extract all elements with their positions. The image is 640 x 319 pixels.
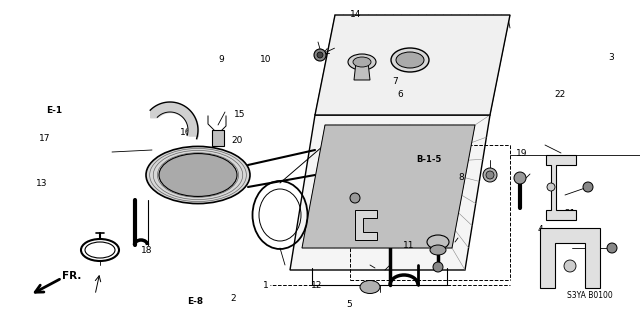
Circle shape [514, 172, 526, 184]
Text: 14: 14 [349, 10, 361, 19]
Polygon shape [546, 155, 576, 220]
Text: 4: 4 [538, 225, 543, 234]
Ellipse shape [348, 54, 376, 70]
Ellipse shape [146, 146, 250, 204]
Circle shape [350, 193, 360, 203]
Text: 2: 2 [231, 294, 236, 303]
Text: 1: 1 [263, 281, 268, 290]
Text: 5: 5 [346, 300, 351, 309]
Polygon shape [302, 125, 475, 248]
Circle shape [607, 243, 617, 253]
Text: FR.: FR. [62, 271, 82, 281]
Ellipse shape [427, 235, 449, 249]
Text: 15: 15 [234, 110, 246, 119]
Ellipse shape [391, 48, 429, 72]
Text: E-1: E-1 [46, 106, 63, 115]
Polygon shape [315, 15, 510, 115]
Circle shape [486, 171, 494, 179]
Text: S3YA B0100: S3YA B0100 [567, 291, 613, 300]
Ellipse shape [353, 57, 371, 67]
Text: 6: 6 [397, 90, 403, 99]
Text: 8: 8 [458, 173, 463, 182]
Polygon shape [355, 210, 377, 240]
Text: 11: 11 [403, 241, 414, 250]
Circle shape [433, 262, 443, 272]
Text: 22: 22 [554, 90, 566, 99]
Text: 19: 19 [516, 149, 527, 158]
Text: 20: 20 [231, 136, 243, 145]
Polygon shape [354, 62, 370, 80]
Text: 18: 18 [141, 246, 153, 255]
Ellipse shape [430, 245, 446, 255]
Text: 3: 3 [609, 53, 614, 62]
Text: 7: 7 [393, 77, 398, 86]
Ellipse shape [159, 153, 237, 197]
Polygon shape [212, 130, 224, 146]
Text: 9: 9 [218, 55, 223, 63]
Text: 10: 10 [260, 55, 271, 63]
Text: E-8: E-8 [187, 297, 204, 306]
Circle shape [583, 182, 593, 192]
Text: 17: 17 [39, 134, 51, 143]
Text: 16: 16 [180, 128, 191, 137]
Circle shape [547, 183, 555, 191]
Polygon shape [290, 115, 490, 270]
Circle shape [483, 168, 497, 182]
Text: 21: 21 [564, 209, 575, 218]
Ellipse shape [360, 280, 380, 293]
Text: 13: 13 [36, 179, 47, 188]
Circle shape [314, 49, 326, 61]
Text: B-1-5: B-1-5 [416, 155, 442, 164]
Text: 12: 12 [311, 281, 323, 290]
Circle shape [564, 260, 576, 272]
Polygon shape [540, 228, 600, 288]
Ellipse shape [396, 52, 424, 68]
Circle shape [317, 52, 323, 58]
